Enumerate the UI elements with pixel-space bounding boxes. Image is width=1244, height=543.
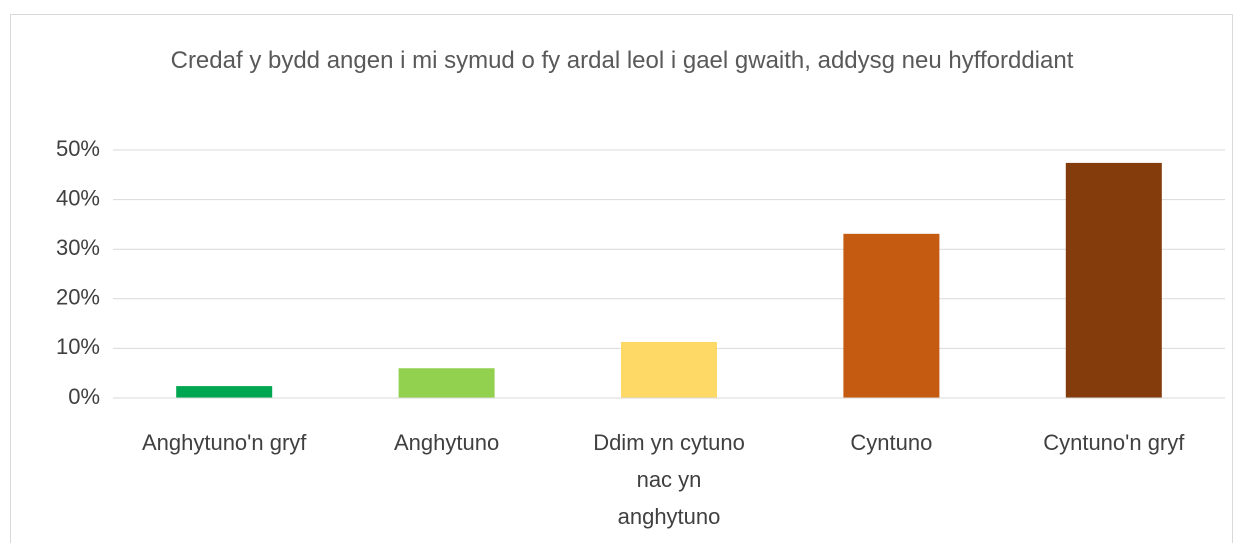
x-tick-label: Ddim yn cytuno nac yn anghytuno xyxy=(593,430,745,529)
bar xyxy=(621,341,717,398)
y-tick-label: 0% xyxy=(68,384,100,409)
bar xyxy=(843,233,940,398)
bar xyxy=(398,368,495,398)
chart-border xyxy=(10,14,1233,543)
x-tick-label: Anghytuno'n gryf xyxy=(141,430,307,455)
y-tick-label: 40% xyxy=(56,185,100,210)
x-tick-label: Cyntuno xyxy=(850,430,933,455)
bar xyxy=(1065,162,1162,398)
chart-title: Credaf y bydd angen i mi symud o fy arda… xyxy=(170,47,1074,74)
bar xyxy=(176,386,273,398)
x-tick-label: Cyntuno'n gryf xyxy=(1043,430,1185,455)
y-tick-label: 10% xyxy=(56,334,100,359)
x-tick-label: Anghytuno xyxy=(393,430,500,455)
y-tick-label: 20% xyxy=(56,285,100,310)
y-tick-label: 30% xyxy=(56,235,100,260)
y-tick-label: 50% xyxy=(56,136,100,161)
